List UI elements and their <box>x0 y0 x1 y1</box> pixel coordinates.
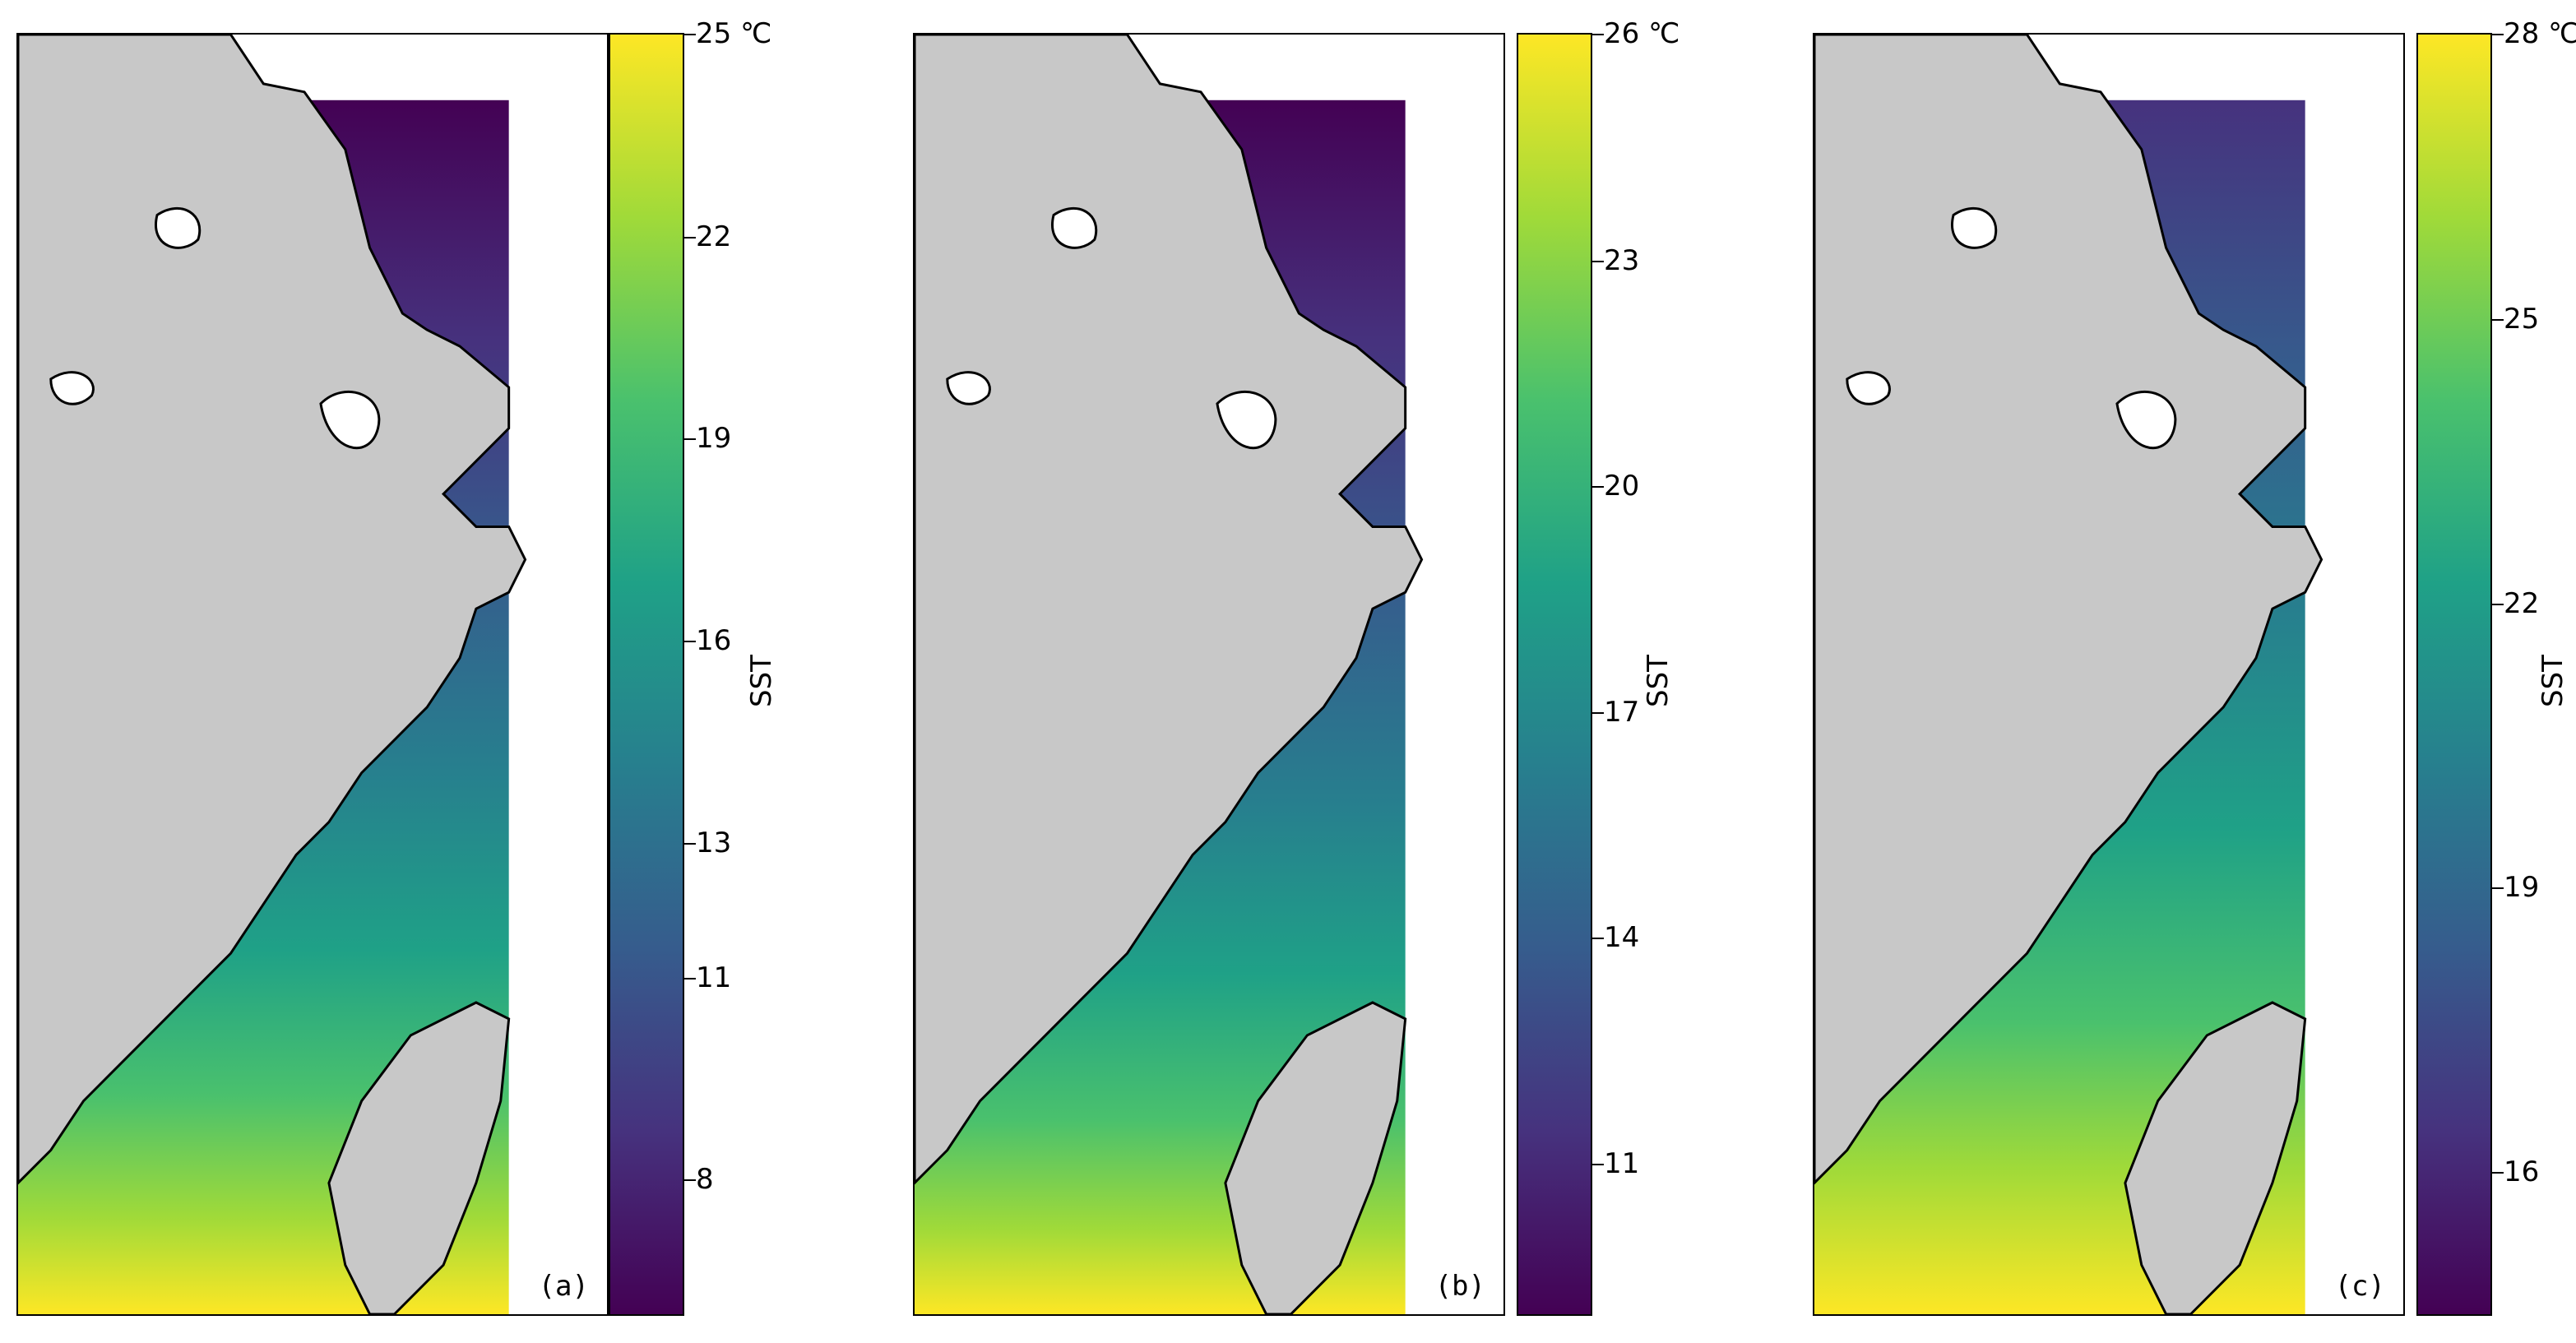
cb-ticklabel: 22 <box>696 220 732 253</box>
cb-tick <box>1592 711 1604 714</box>
cb-ticklabel: 14 <box>1604 921 1640 955</box>
cb-unit-label: 25 ℃ <box>696 17 772 50</box>
colorbar-title: SST <box>745 655 778 707</box>
cb-ticklabel: 22 <box>2504 586 2540 620</box>
cb-tick <box>684 842 696 845</box>
map-c-svg <box>1814 35 2323 1314</box>
panel-label: (b) <box>1434 1270 1485 1303</box>
cb-tick-max <box>684 34 696 35</box>
cb-tick <box>2492 1172 2504 1174</box>
cb-tick <box>684 977 696 979</box>
cb-unit-label: 26 ℃ <box>1604 17 1680 50</box>
map-a-svg <box>18 35 527 1314</box>
lake-1 <box>1846 371 1891 405</box>
lake-taihu <box>319 390 381 450</box>
map-c: (c) <box>1813 33 2405 1316</box>
cb-tick <box>1592 1163 1604 1165</box>
colorbar-title: SST <box>2537 655 2569 707</box>
cb-ticklabel: 8 <box>696 1163 714 1197</box>
lake-2 <box>155 206 202 249</box>
lake-2 <box>1951 206 1998 249</box>
cb-ticklabel: 11 <box>1604 1146 1640 1180</box>
cb-tick <box>684 438 696 441</box>
cb-ticklabel: 11 <box>696 961 732 994</box>
cb-ticklabel: 19 <box>2504 871 2540 905</box>
panel-label: (c) <box>2334 1270 2385 1303</box>
taiwan-island <box>1224 1001 1407 1314</box>
cb-tick <box>684 641 696 643</box>
map-b-svg <box>915 35 1424 1314</box>
cb-tick <box>1592 486 1604 489</box>
cb-tick <box>2492 603 2504 605</box>
taiwan-island <box>327 1001 511 1314</box>
cb-tick <box>684 236 696 238</box>
lake-taihu <box>2115 390 2177 450</box>
cb-ticklabel: 20 <box>1604 470 1640 503</box>
cb-tick <box>1592 260 1604 262</box>
cb-tick-max <box>1592 34 1604 35</box>
lake-taihu <box>1216 390 1277 450</box>
cb-ticklabel: 17 <box>1604 695 1640 729</box>
cb-ticklabel: 19 <box>696 422 732 456</box>
panel-label: (a) <box>538 1270 589 1303</box>
colorbar-title: SST <box>1642 655 1675 707</box>
colorbar-c: 28 ℃ 25 22 19 16 <box>2416 20 2576 1316</box>
cb-unit-label: 28 ℃ <box>2504 17 2576 50</box>
taiwan-island <box>2124 1001 2307 1314</box>
panel-c: (c) 28 ℃ 25 22 19 16 SST <box>1813 0 2576 1343</box>
panel-b: (b) 26 ℃ 23 20 17 14 11 SST <box>913 0 1703 1343</box>
mainland <box>18 35 527 1185</box>
cb-ticklabel: 23 <box>1604 243 1640 277</box>
mainland <box>915 35 1424 1185</box>
lake-1 <box>946 371 991 405</box>
cb-tick <box>2492 318 2504 321</box>
cb-ticklabel: 16 <box>696 624 732 658</box>
mainland <box>1814 35 2323 1185</box>
map-a: (a) <box>16 33 609 1316</box>
colorbar-a: 25 ℃ 22 19 16 13 11 8 <box>609 20 771 1316</box>
cb-tick <box>2492 887 2504 890</box>
lake-1 <box>49 371 95 405</box>
cb-tick <box>684 1179 696 1182</box>
colorbar-b: 26 ℃ 23 20 17 14 11 <box>1517 20 1679 1316</box>
lake-2 <box>1051 206 1098 249</box>
map-b: (b) <box>913 33 1505 1316</box>
cb-ticklabel: 16 <box>2504 1155 2540 1189</box>
cb-ticklabel: 13 <box>696 826 732 859</box>
cb-tick-max <box>2492 34 2504 35</box>
panel-a: (a) 25 ℃ 22 19 16 13 11 8 SST <box>16 0 806 1343</box>
cb-ticklabel: 25 <box>2504 302 2540 336</box>
cb-tick <box>1592 938 1604 940</box>
